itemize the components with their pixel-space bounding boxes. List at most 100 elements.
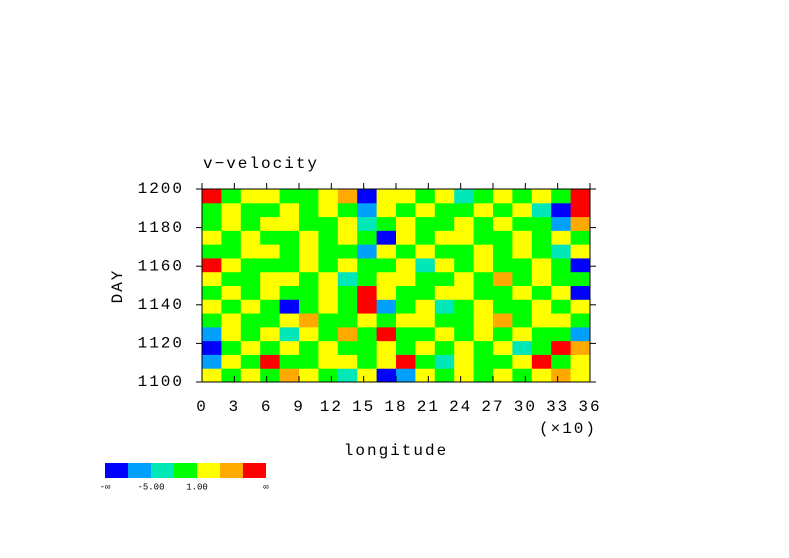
cell	[299, 230, 319, 245]
colorbar-swatch	[151, 463, 174, 478]
cell	[570, 354, 591, 369]
cell	[260, 271, 281, 286]
x-tick-label: 33	[546, 398, 569, 416]
cell	[512, 340, 533, 355]
cell	[240, 271, 261, 286]
cell	[434, 189, 455, 204]
cell	[337, 368, 358, 383]
cell	[493, 271, 513, 286]
cell	[570, 216, 591, 231]
colorbar-swatch	[197, 463, 220, 478]
cell	[493, 340, 513, 355]
cell	[357, 354, 378, 369]
cell	[337, 285, 358, 300]
cell	[202, 216, 222, 231]
cell	[376, 299, 397, 314]
cell	[531, 326, 552, 342]
cell	[434, 326, 455, 342]
cell	[473, 244, 494, 259]
y-tick-label: 1200	[138, 180, 184, 198]
cell	[473, 271, 494, 286]
cell	[551, 285, 572, 300]
cell	[357, 313, 378, 328]
cell	[473, 340, 494, 355]
y-tick-label: 1140	[138, 296, 184, 314]
x-tick-label: 18	[384, 398, 407, 416]
cell	[473, 354, 494, 369]
colorbar-label: -5.00	[137, 482, 164, 492]
cell	[415, 313, 436, 328]
cell	[357, 368, 378, 383]
cell	[260, 326, 281, 342]
cell	[415, 230, 436, 245]
cell	[396, 271, 416, 286]
cell	[337, 244, 358, 259]
cell	[512, 354, 533, 369]
cell	[531, 368, 552, 383]
cell	[531, 313, 552, 328]
cell	[240, 285, 261, 300]
cell	[376, 230, 397, 245]
cell	[299, 257, 319, 273]
cell	[454, 368, 475, 383]
cell	[279, 299, 300, 314]
cell	[434, 271, 455, 286]
cell	[260, 257, 281, 273]
cell	[240, 340, 261, 355]
cell	[551, 299, 572, 314]
cell	[279, 313, 300, 328]
cell	[570, 299, 591, 314]
cell	[376, 189, 397, 204]
cell	[202, 368, 222, 383]
cell	[570, 189, 591, 204]
cell	[260, 244, 281, 259]
cell	[396, 216, 416, 231]
cell	[512, 326, 533, 342]
cell	[396, 230, 416, 245]
cell	[396, 257, 416, 273]
cell	[202, 202, 222, 218]
cell	[512, 257, 533, 273]
cell	[357, 244, 378, 259]
cell	[415, 326, 436, 342]
cell	[299, 340, 319, 355]
cell	[221, 340, 242, 355]
x-axis-label: longitude	[344, 442, 448, 460]
cell	[434, 285, 455, 300]
cell	[415, 244, 436, 259]
cell	[415, 368, 436, 383]
colorbar-swatch	[174, 463, 197, 478]
y-tick-label: 1120	[138, 335, 184, 353]
cell	[531, 340, 552, 355]
colorbar-label: 1.00	[186, 482, 208, 492]
cell	[493, 299, 513, 314]
cell	[240, 189, 261, 204]
cell	[473, 230, 494, 245]
cell	[415, 202, 436, 218]
cell	[396, 313, 416, 328]
cell	[279, 189, 300, 204]
x-tick-label: 6	[261, 398, 273, 416]
cell	[570, 326, 591, 342]
cell	[260, 285, 281, 300]
cell	[512, 271, 533, 286]
colorbar-label: ∞	[263, 482, 269, 492]
x-scale-label: (×10)	[539, 420, 597, 438]
colorbar-swatch	[243, 463, 266, 478]
cell	[279, 230, 300, 245]
cell	[493, 354, 513, 369]
cell	[473, 299, 494, 314]
cell	[260, 368, 281, 383]
x-tick-label: 0	[196, 398, 208, 416]
cell	[240, 326, 261, 342]
cell	[318, 202, 339, 218]
cell	[318, 285, 339, 300]
cell	[221, 299, 242, 314]
cell	[299, 189, 319, 204]
cell	[376, 244, 397, 259]
cell	[318, 244, 339, 259]
cell	[318, 230, 339, 245]
cell	[279, 354, 300, 369]
cell	[473, 368, 494, 383]
cell	[551, 271, 572, 286]
